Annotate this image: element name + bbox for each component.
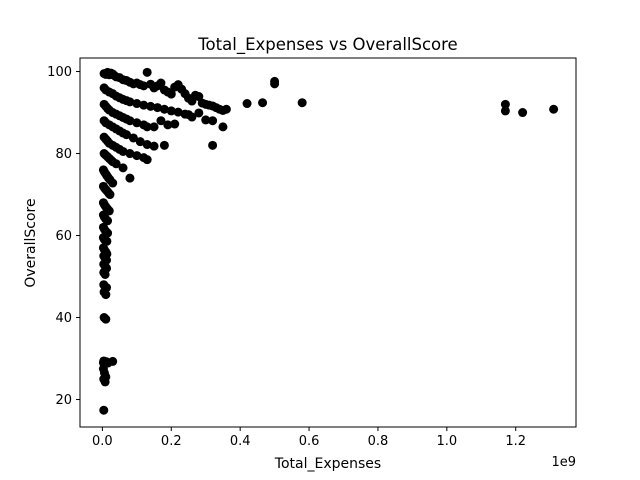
data-point <box>142 140 152 150</box>
data-point <box>184 110 193 120</box>
data-point <box>118 163 128 173</box>
data-point <box>146 101 156 111</box>
data-point <box>118 146 128 156</box>
x-tick-label: 1.0 <box>436 434 457 449</box>
data-point <box>125 173 135 183</box>
data-point <box>108 178 118 188</box>
x-axis-ticks: 0.0 0.2 0.4 0.6 0.8 1.0 1.2 <box>92 427 526 449</box>
data-point <box>218 122 228 132</box>
data-point <box>270 76 280 86</box>
data-point <box>132 118 142 128</box>
x-tick-label: 0.6 <box>299 434 320 449</box>
data-point <box>166 89 176 99</box>
data-point <box>101 314 111 324</box>
chart-title: Total_Expenses vs OverallScore <box>197 35 457 55</box>
x-tick-label: 1.2 <box>505 434 526 449</box>
data-point <box>149 122 159 132</box>
x-tick-label: 0.8 <box>368 434 389 449</box>
data-point <box>103 216 113 226</box>
data-point <box>99 405 109 415</box>
data-point <box>208 140 218 150</box>
data-point <box>132 99 142 109</box>
data-point <box>125 97 135 107</box>
data-point <box>166 106 176 116</box>
data-point <box>500 106 510 116</box>
data-point <box>142 122 152 132</box>
x-axis-offset-label: 1e9 <box>551 455 576 470</box>
data-point <box>139 81 149 91</box>
y-tick-label: 80 <box>55 147 72 162</box>
data-point <box>500 99 510 109</box>
y-axis-ticks: 20 40 60 80 100 <box>47 65 80 408</box>
data-point <box>153 103 162 113</box>
data-point <box>194 108 204 118</box>
data-point <box>142 155 152 165</box>
data-point <box>208 116 218 126</box>
data-point <box>105 190 115 200</box>
plot-area-frame <box>79 57 577 428</box>
y-tick-label: 100 <box>47 65 72 80</box>
data-point <box>159 140 169 150</box>
y-tick-label: 20 <box>55 393 72 408</box>
data-point <box>159 104 169 114</box>
x-tick-label: 0.4 <box>230 434 251 449</box>
data-point <box>297 98 307 108</box>
x-tick-label: 0.0 <box>92 434 113 449</box>
data-points <box>98 67 559 415</box>
data-point <box>156 78 166 88</box>
data-point <box>139 100 149 110</box>
data-point <box>221 104 231 114</box>
data-point <box>170 119 180 129</box>
data-point <box>101 290 111 300</box>
data-point <box>108 356 118 366</box>
data-point <box>258 98 268 108</box>
data-point <box>149 141 159 151</box>
data-point <box>100 269 110 279</box>
data-point <box>201 115 211 125</box>
data-point <box>156 116 166 126</box>
x-tick-label: 0.2 <box>161 434 182 449</box>
data-point <box>142 67 152 77</box>
data-point <box>100 377 110 387</box>
data-point <box>173 107 183 117</box>
data-point <box>111 159 121 169</box>
y-axis-label: OverallScore <box>23 198 39 287</box>
data-point <box>242 99 252 109</box>
data-point <box>518 108 528 118</box>
data-point <box>135 137 145 147</box>
data-point <box>128 133 138 143</box>
data-point <box>163 120 173 130</box>
data-point <box>549 104 559 114</box>
y-tick-label: 60 <box>55 229 72 244</box>
y-tick-label: 40 <box>55 311 72 326</box>
data-point <box>125 116 135 126</box>
data-point <box>122 130 131 140</box>
x-axis-label: Total_Expenses <box>274 456 381 472</box>
data-point <box>132 151 142 161</box>
data-point <box>125 149 135 159</box>
